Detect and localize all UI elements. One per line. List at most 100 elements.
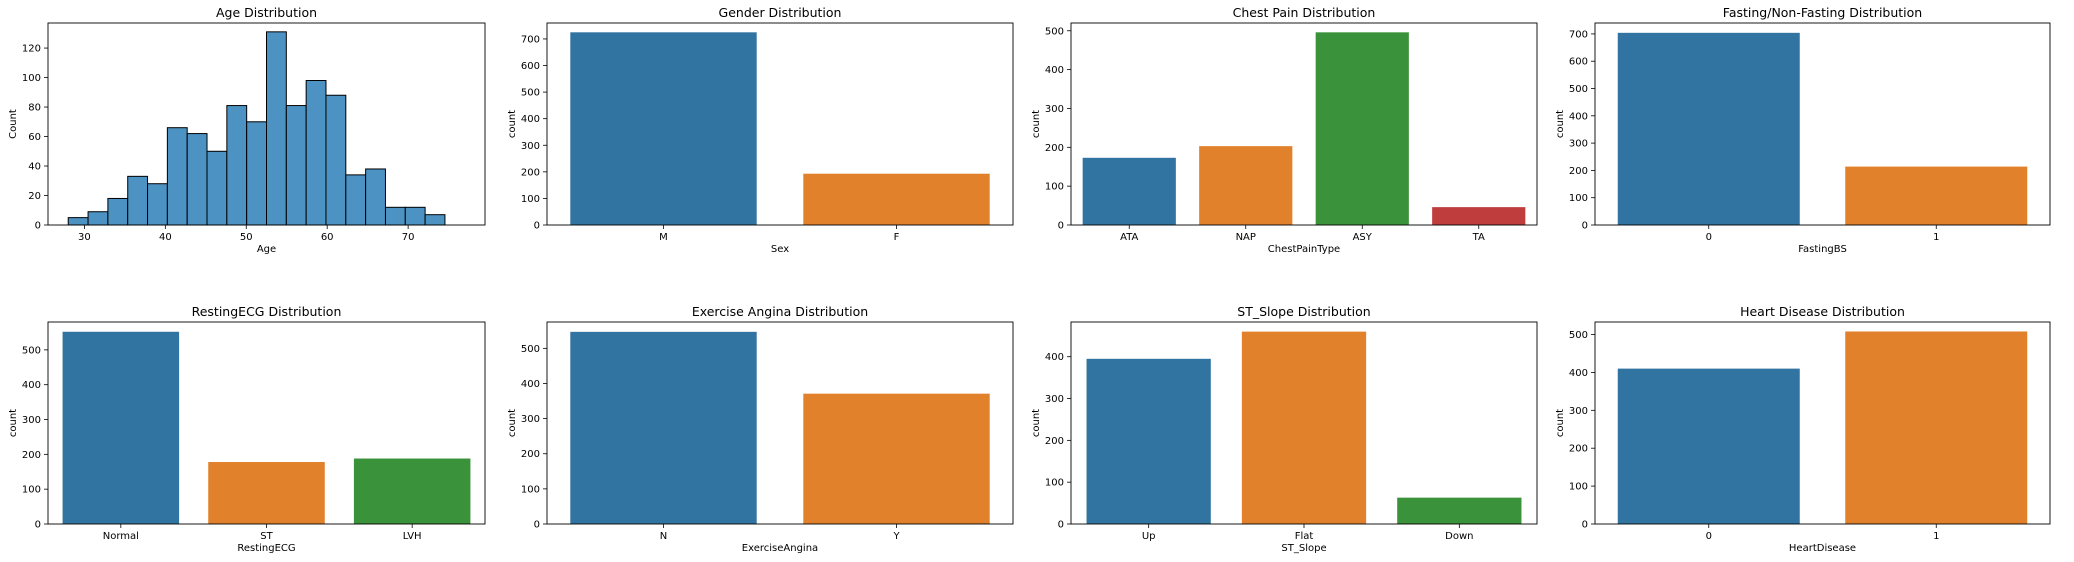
x-tick-label: LVH: [403, 531, 422, 542]
y-tick-label: 0: [1058, 221, 1064, 232]
chart-title: Chest Pain Distribution: [1233, 5, 1376, 20]
bar-f: [803, 173, 990, 225]
y-tick-label: 100: [1045, 478, 1064, 489]
histogram-bar: [404, 206, 426, 226]
x-tick-label: ST: [260, 531, 273, 542]
axes-frame: [1070, 22, 1538, 226]
axes-frame: [1594, 22, 2051, 226]
x-tick-label: 1: [1933, 531, 1939, 542]
histogram-bar: [266, 31, 287, 226]
x-tick-label: M: [659, 232, 668, 243]
bar-ta: [1432, 207, 1526, 225]
y-tick-label: 500: [1045, 26, 1064, 37]
x-axis-label: ChestPainType: [1268, 244, 1340, 255]
y-tick-label: 120: [22, 44, 41, 55]
bar-m: [570, 32, 757, 226]
chart-title: RestingECG Distribution: [192, 304, 342, 319]
y-tick-label: 200: [1569, 166, 1588, 177]
bar-0: [1617, 368, 1800, 524]
bar-nap: [1199, 146, 1293, 225]
histogram-bar: [206, 150, 228, 226]
axes-frame: [1594, 321, 2051, 525]
histogram-bar: [186, 133, 208, 226]
y-tick-label: 400: [1045, 352, 1064, 363]
x-tick-label: 60: [321, 232, 334, 243]
y-tick-label: 200: [521, 449, 540, 460]
y-axis-label: count: [1555, 110, 1566, 138]
x-tick-label: 40: [159, 232, 172, 243]
histogram-bar: [107, 197, 129, 226]
bar-lvh: [353, 458, 471, 524]
y-tick-label: 40: [28, 162, 41, 173]
histogram-bar: [147, 183, 168, 226]
y-tick-label: 300: [521, 141, 540, 152]
y-tick-label: 300: [521, 414, 540, 425]
bar-flat: [1241, 331, 1367, 524]
y-tick-label: 200: [1045, 143, 1064, 154]
y-tick-label: 100: [521, 194, 540, 205]
y-tick-label: 300: [1045, 104, 1064, 115]
y-tick-label: 400: [1569, 111, 1588, 122]
x-tick-label: NAP: [1236, 232, 1256, 243]
y-tick-label: 400: [521, 114, 540, 125]
y-tick-label: 200: [1569, 444, 1588, 455]
bar-ata: [1082, 157, 1176, 225]
x-axis-label: ExerciseAngina: [742, 543, 818, 554]
x-tick-label: 0: [1706, 531, 1712, 542]
axes-frame: [546, 321, 1014, 525]
histogram-bar: [166, 127, 188, 226]
histogram-bar: [285, 105, 307, 226]
y-tick-label: 300: [22, 415, 41, 426]
x-axis-label: HeartDisease: [1789, 543, 1856, 554]
y-tick-label: 60: [28, 132, 41, 143]
x-tick-label: Normal: [103, 531, 139, 542]
y-axis-label: count: [1031, 110, 1042, 138]
y-axis-label: count: [1031, 409, 1042, 437]
subplot-1: 30 40 50 60 70 0 20 40 60 80 100 120 Age Distributio…: [8, 5, 486, 255]
subplot-5: Normal ST LVH 0 100 200 300 400 500 RestingECG Di…: [8, 304, 486, 554]
y-tick-label: 300: [1045, 394, 1064, 405]
bar-down: [1397, 497, 1522, 524]
subplot-2: M F 0 100 200 300 400 500 600 700 Gender Distribut…: [507, 5, 1014, 255]
y-tick-label: 200: [521, 167, 540, 178]
x-tick-label: 70: [402, 232, 415, 243]
x-axis-label: RestingECG: [237, 543, 295, 554]
axes-frame: [47, 321, 486, 525]
histogram-bar: [365, 168, 386, 226]
y-tick-label: 0: [35, 221, 41, 232]
y-tick-label: 100: [22, 73, 41, 84]
y-tick-label: 500: [22, 345, 41, 356]
histogram-bar: [384, 206, 406, 226]
y-tick-label: 0: [35, 520, 41, 531]
y-tick-label: 0: [534, 520, 540, 531]
y-tick-label: 600: [521, 61, 540, 72]
y-tick-label: 100: [521, 484, 540, 495]
y-tick-label: 300: [1569, 139, 1588, 150]
y-tick-label: 0: [534, 221, 540, 232]
y-tick-label: 200: [22, 450, 41, 461]
y-tick-label: 80: [28, 103, 41, 114]
x-tick-label: Flat: [1295, 531, 1314, 542]
subplot-6: N Y 0 100 200 300 400 500 Exercise Angina Distri…: [507, 304, 1014, 554]
y-tick-label: 400: [521, 379, 540, 390]
y-tick-label: 0: [1582, 520, 1588, 531]
y-tick-label: 500: [1569, 330, 1588, 341]
chart-title: ST_Slope Distribution: [1237, 304, 1370, 319]
x-axis-label: Age: [257, 244, 276, 255]
histogram-bar: [305, 80, 327, 226]
histogram-bar: [87, 211, 109, 226]
x-axis-label: Sex: [771, 244, 789, 255]
axes-frame: [47, 22, 486, 226]
bar-asy: [1315, 32, 1409, 226]
y-tick-label: 300: [1569, 406, 1588, 417]
y-tick-label: 0: [1582, 221, 1588, 232]
y-tick-label: 500: [521, 344, 540, 355]
histogram-bar: [345, 174, 367, 226]
subplot-8: 0 1 0 100 200 300 400 500 Heart Disease Distribu…: [1555, 304, 2051, 554]
y-tick-label: 500: [521, 88, 540, 99]
histogram-bar: [424, 214, 446, 226]
y-tick-label: 100: [1569, 482, 1588, 493]
x-tick-label: Y: [892, 531, 900, 542]
y-axis-label: Count: [8, 109, 19, 139]
